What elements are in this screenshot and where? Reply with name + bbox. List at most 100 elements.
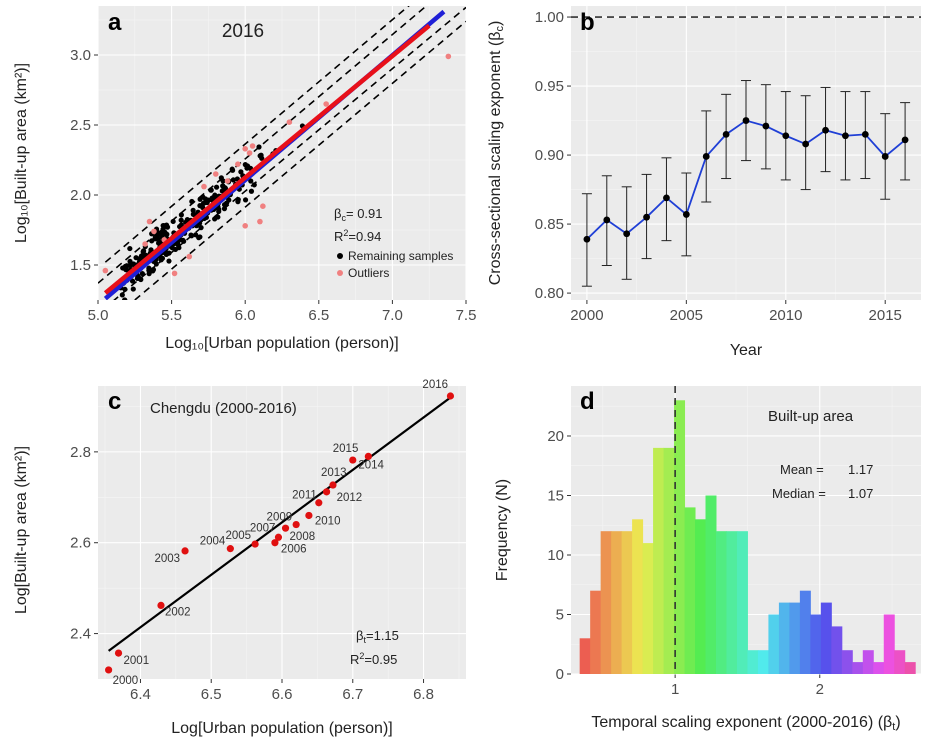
sample-point	[221, 206, 228, 212]
r2-annotation: R2=0.94	[334, 228, 381, 244]
x-tick-label: 7.5	[456, 307, 477, 324]
x-tick-label: 2005	[670, 307, 703, 324]
histogram-bar	[831, 626, 843, 674]
legend-label: Remaining samples	[348, 249, 453, 263]
histogram-bar	[883, 614, 895, 674]
series-point	[663, 194, 670, 202]
outlier-point	[242, 223, 248, 229]
sample-point	[188, 233, 195, 239]
y-tick-label: 0.80	[535, 285, 564, 302]
city-point	[114, 649, 123, 657]
city-point	[292, 520, 300, 529]
histogram-bar	[768, 614, 780, 674]
sample-point	[248, 178, 254, 184]
sample-point	[242, 197, 249, 203]
sample-point	[197, 234, 203, 240]
histogram-bar	[632, 519, 644, 674]
histogram-bar	[621, 531, 633, 674]
series-point	[822, 126, 829, 134]
series-point	[881, 153, 889, 160]
point-year-label: 2005	[226, 530, 252, 542]
median-label: Median =	[772, 486, 826, 501]
histogram-bar	[789, 602, 801, 674]
y-tick-label: 0.95	[535, 78, 564, 95]
histogram-bar	[820, 602, 832, 674]
sample-point	[230, 177, 236, 183]
histogram-bar	[705, 495, 717, 674]
panel-a-built-up-vs-population-2016: 5.0 5.5 6.0 6.5 7.0 7.5 1.5 2.0 2.5 3.0 a 2016 βc= 0…	[13, 6, 477, 352]
series-point	[762, 122, 770, 130]
x-tick-label: 6.0	[235, 307, 256, 324]
city-point	[226, 545, 234, 553]
sample-point	[198, 225, 204, 231]
histogram-bar	[862, 650, 874, 674]
sample-point	[200, 194, 206, 200]
y-tick-label: 0.85	[535, 216, 564, 233]
sample-point	[229, 167, 236, 173]
point-year-label: 2012	[337, 492, 363, 504]
outlier-point	[186, 253, 193, 260]
sample-point	[172, 246, 179, 253]
histogram-bar	[904, 662, 916, 674]
city-point	[281, 524, 290, 532]
x-tick-label: 5.0	[88, 307, 109, 324]
sample-point	[235, 199, 241, 205]
x-tick-label: 2015	[869, 307, 902, 324]
y-tick-label: 1.00	[535, 9, 564, 26]
outlier-point	[142, 241, 148, 247]
point-year-label: 2000	[113, 675, 139, 687]
x-axis-title: Log₁₀[Urban population (person)]	[165, 335, 399, 352]
y-axis-title: Frequency (N)	[494, 479, 511, 581]
x-tick-label: 5.5	[161, 307, 182, 324]
legend-marker	[337, 253, 343, 259]
sample-point	[122, 297, 128, 300]
sample-point	[178, 212, 184, 218]
series-point	[643, 213, 650, 221]
city-point	[157, 601, 165, 610]
beta-t-annotation: βt=1.15	[356, 628, 399, 645]
confidence-band-line	[134, 20, 466, 300]
x-tick-label: 7.0	[382, 307, 403, 324]
y-tick-label: 0	[556, 666, 564, 683]
sample-point	[150, 268, 156, 274]
outlier-point	[201, 183, 207, 190]
histogram-bar	[852, 662, 864, 674]
city-point	[271, 539, 279, 547]
sample-point	[139, 270, 145, 277]
city-point	[315, 499, 323, 507]
outlier-point	[260, 203, 266, 209]
y-tick-label: 1.5	[70, 257, 91, 274]
city-point	[105, 666, 113, 674]
legend-marker	[337, 270, 343, 276]
series-point	[623, 230, 631, 238]
sample-point	[141, 248, 147, 254]
outlier-point	[146, 218, 153, 225]
sample-point	[170, 218, 176, 225]
y-tick-label: 2.5	[70, 117, 91, 134]
sample-point	[189, 198, 195, 205]
panel-c-title: Chengdu (2000-2016)	[150, 400, 297, 417]
sample-point	[146, 267, 152, 273]
city-point	[349, 456, 357, 464]
sample-point	[256, 144, 262, 150]
y-tick-label: 5	[556, 606, 564, 623]
sample-point	[130, 286, 136, 292]
fit-line	[107, 395, 453, 652]
outlier-point	[212, 171, 219, 177]
city-point	[322, 488, 331, 496]
outlier-point	[249, 143, 256, 149]
histogram-bar	[726, 531, 738, 674]
sample-point	[190, 207, 196, 213]
panel-d-title: Built-up area	[768, 408, 854, 425]
x-tick-label: 6.4	[130, 686, 151, 703]
histogram-bar	[684, 507, 696, 674]
outlier-point	[445, 53, 452, 60]
point-year-label: 2006	[281, 544, 307, 556]
histogram-bar	[653, 447, 665, 674]
mean-value: 1.17	[848, 462, 873, 477]
sample-point	[193, 232, 199, 238]
r2-annotation: R2=0.95	[350, 651, 397, 667]
histogram-bar	[611, 531, 623, 674]
city-point	[251, 540, 259, 548]
histogram-bar	[695, 519, 707, 674]
